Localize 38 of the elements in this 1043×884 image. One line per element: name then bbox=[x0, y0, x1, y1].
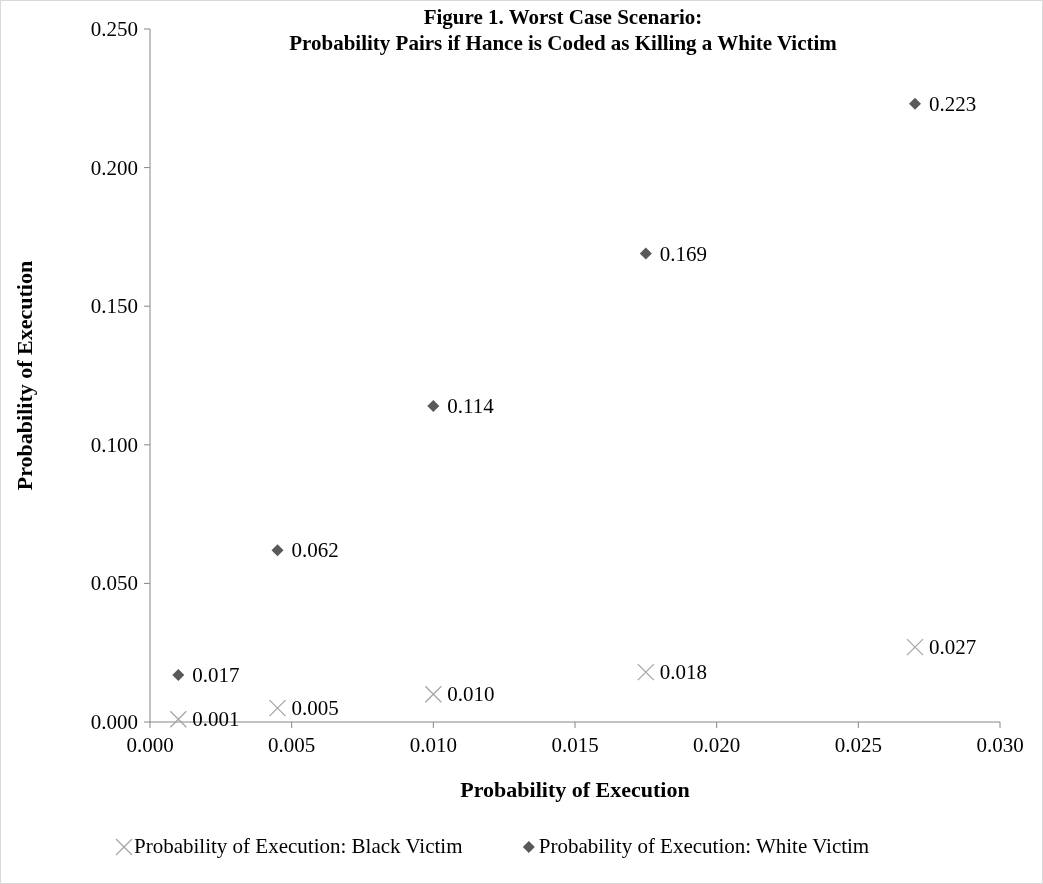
legend-label: Probability of Execution: White Victim bbox=[538, 834, 870, 858]
chart-title: Figure 1. Worst Case Scenario: Probability Pairs if Hance is Coded as Killing a White Victim bbox=[289, 5, 838, 55]
legend-label: Probability of Execution: Black Victim bbox=[134, 834, 463, 858]
y-tick-label: 0.000 bbox=[90, 710, 138, 734]
point bbox=[427, 399, 440, 412]
y-tick-label: 0.050 bbox=[90, 571, 138, 596]
x-tick-label: 0.020 bbox=[693, 733, 741, 757]
x-tick-label: 0.010 bbox=[409, 733, 457, 757]
x-tick-label: 0.015 bbox=[551, 733, 599, 757]
point bbox=[172, 668, 185, 681]
x-axis-title: Probability of Execution bbox=[460, 777, 690, 802]
y-tick-label: 0.100 bbox=[90, 432, 138, 457]
x-tick-label: 0.030 bbox=[976, 733, 1024, 757]
point bbox=[909, 97, 921, 110]
point bbox=[424, 685, 442, 703]
data-label: 0.223 bbox=[929, 91, 977, 116]
data-label: 0.005 bbox=[291, 696, 339, 721]
x-tick-label: 0.025 bbox=[834, 733, 882, 757]
data-label: 0.001 bbox=[192, 707, 240, 732]
data-label: 0.017 bbox=[192, 662, 240, 687]
point bbox=[637, 663, 655, 681]
data-label: 0.114 bbox=[447, 393, 495, 418]
data-label: 0.027 bbox=[929, 635, 977, 660]
y-axis-title: Probability of Execution bbox=[12, 260, 37, 491]
y-tick-label: 0.150 bbox=[90, 294, 138, 319]
point bbox=[271, 544, 284, 557]
point bbox=[906, 638, 924, 656]
data-label: 0.010 bbox=[447, 682, 495, 707]
x-tick-label: 0.005 bbox=[268, 733, 316, 757]
point bbox=[639, 247, 652, 260]
data-label: 0.018 bbox=[659, 660, 708, 685]
x-tick-label: 0.000 bbox=[126, 733, 174, 757]
point bbox=[268, 699, 287, 717]
y-tick-label: 0.250 bbox=[90, 17, 138, 41]
data-label: 0.062 bbox=[291, 538, 339, 563]
data-label: 0.169 bbox=[659, 241, 708, 266]
point bbox=[169, 710, 187, 728]
y-tick-label: 0.200 bbox=[90, 155, 138, 180]
